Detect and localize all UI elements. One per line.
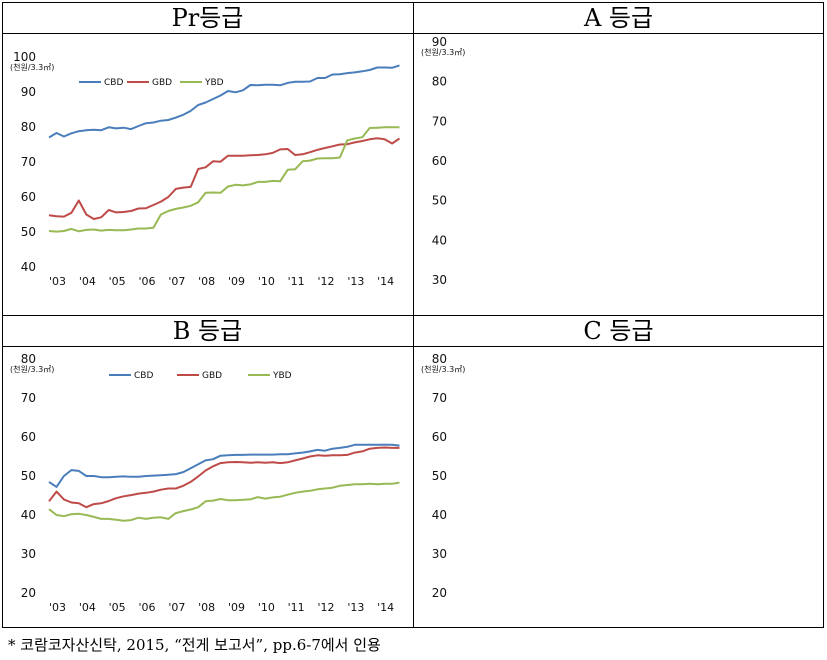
y-tick-label: 70 (432, 114, 447, 128)
y-tick-label: 70 (432, 391, 447, 405)
chart-title: Pr등급 (172, 4, 244, 32)
y-tick-label: 70 (21, 155, 36, 169)
series-line-cbd (48, 64, 400, 139)
y-tick-label: 90 (432, 35, 447, 49)
unit-label: (천원/3.3㎡) (421, 364, 465, 374)
chart-panel-2: A 등급30405060708090(천원/3.3㎡)'03'04'05'06'… (413, 4, 824, 287)
series-line-gbd (48, 137, 401, 220)
y-tick-label: 80 (21, 120, 36, 134)
x-tick-label: '12 (318, 275, 335, 288)
y-tick-label: 60 (21, 190, 36, 204)
x-tick-label: '05 (109, 601, 126, 614)
legend-label-gbd: GBD (152, 78, 172, 88)
series-line-cbd (48, 443, 400, 488)
y-tick-label: 30 (432, 273, 447, 287)
x-tick-label: '03 (49, 275, 66, 288)
y-tick-label: 40 (21, 508, 36, 522)
chart-title: C 등급 (583, 317, 653, 345)
legend-label-cbd: CBD (134, 371, 153, 381)
x-tick-label: '03 (49, 601, 66, 614)
y-tick-label: 40 (21, 260, 36, 274)
x-tick-label: '07 (168, 601, 185, 614)
chart-panel-1: Pr등급 40 50 60 70 80 90 100(천원/3.3㎡) '03 '04 '05 '06… (2, 4, 413, 288)
y-tick-label: 60 (432, 154, 447, 168)
chart-title: A 등급 (583, 4, 653, 32)
x-tick-label: '05 (109, 275, 126, 288)
x-tick-label: '12 (318, 601, 335, 614)
y-tick-label: 40 (432, 233, 447, 247)
x-tick-label: '07 (168, 275, 185, 288)
unit-label: (천원/3.3㎡) (421, 47, 465, 57)
y-tick-label: 50 (432, 469, 447, 483)
chart-panel-3: B 등급 20 30 40 50 60 70 80(천원/3.3㎡) '03 '04 '05 '06 '… (2, 317, 413, 614)
x-tick-label: '09 (228, 601, 245, 614)
legend-label-cbd: CBD (104, 78, 123, 88)
x-tick-label: '13 (347, 275, 364, 288)
y-tick-label: 30 (432, 547, 447, 561)
legend-label-gbd: GBD (202, 371, 222, 381)
y-tick-label: 70 (21, 391, 36, 405)
x-tick-label: '08 (198, 275, 215, 288)
x-tick-label: '11 (288, 601, 305, 614)
y-tick-label: 50 (21, 469, 36, 483)
series-line-ybd (48, 481, 400, 522)
x-tick-label: '14 (377, 601, 394, 614)
y-tick-label: 80 (21, 352, 36, 366)
y-tick-label: 60 (432, 430, 447, 444)
chart-grid: Pr등급405060708090100(천원/3.3㎡)'03'04'05'06… (2, 2, 824, 628)
legend-label-ybd: YBD (204, 78, 224, 88)
x-tick-label: '09 (228, 275, 245, 288)
source-note: * 코람코자산신탁, 2015, “전게 보고서”, pp.6-7에서 인용 (8, 636, 381, 654)
x-tick-label: '04 (79, 601, 96, 614)
y-tick-label: 20 (432, 586, 447, 600)
x-tick-label: '04 (79, 275, 96, 288)
unit-label: (천원/3.3㎡) (10, 62, 54, 72)
y-tick-label: 50 (21, 225, 36, 239)
y-tick-label: 50 (432, 194, 447, 208)
x-tick-label: '10 (258, 275, 275, 288)
x-tick-label: '08 (198, 601, 215, 614)
x-tick-label: '13 (347, 601, 364, 614)
y-tick-label: 100 (13, 50, 36, 64)
x-tick-label: '11 (288, 275, 305, 288)
y-tick-label: 40 (432, 508, 447, 522)
series-line-gbd (48, 446, 400, 509)
y-tick-label: 80 (432, 75, 447, 89)
chart-title: B 등급 (173, 317, 242, 345)
x-tick-label: '10 (258, 601, 275, 614)
series-line-ybd (48, 126, 400, 233)
y-tick-label: 30 (21, 547, 36, 561)
x-tick-label: '14 (377, 275, 394, 288)
y-tick-label: 20 (21, 586, 36, 600)
x-tick-label: '06 (139, 601, 156, 614)
y-tick-label: 90 (21, 85, 36, 99)
chart-panel-4: C 등급20304050607080(천원/3.3㎡)'03'04'05'06'… (413, 317, 824, 600)
x-tick-label: '06 (139, 275, 156, 288)
legend-label-ybd: YBD (272, 371, 292, 381)
y-tick-label: 80 (432, 352, 447, 366)
y-tick-label: 60 (21, 430, 36, 444)
unit-label: (천원/3.3㎡) (10, 364, 54, 374)
